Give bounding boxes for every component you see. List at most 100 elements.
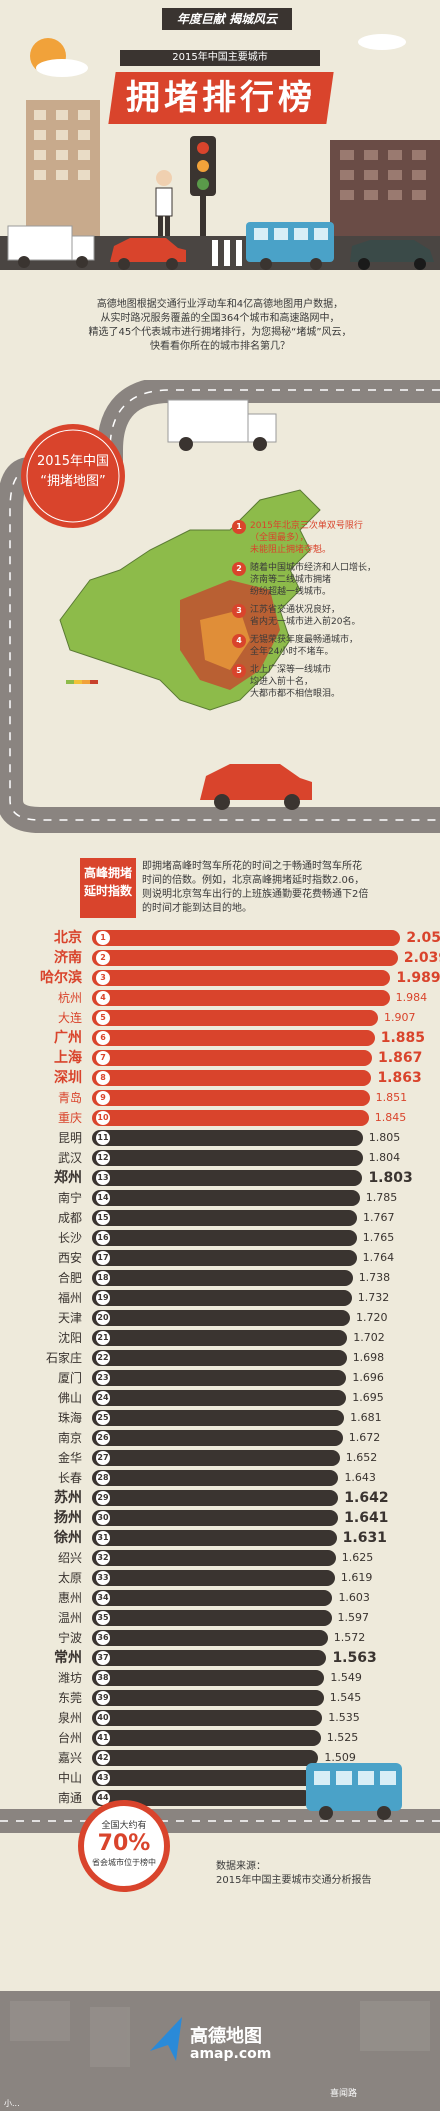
intro-line: 高德地图根据交通行业浮动车和4亿高德地图用户数据，: [96, 299, 344, 310]
car-icon: [200, 764, 312, 800]
amap-logo-icon: [150, 2017, 182, 2061]
category-label: 哈尔滨: [40, 970, 82, 986]
rank-badge: 31: [96, 1531, 110, 1545]
index-desc-line: 时间的倍数。例如，北京高峰拥堵延时指数2.06，: [142, 875, 365, 886]
chart-row: 绍兴 32 1.625: [0, 1548, 440, 1568]
bar: [92, 1530, 337, 1546]
category-label: 武汉: [57, 1151, 82, 1165]
value-label: 1.631: [342, 1530, 387, 1546]
bar: [92, 1210, 358, 1226]
finding-line: 纷纷超越一线城市。: [250, 587, 332, 597]
value-label: 1.681: [350, 1411, 382, 1424]
value-label: 1.885: [380, 1030, 426, 1046]
rank-badge: 35: [96, 1611, 110, 1625]
rank-badge: 7: [96, 1051, 110, 1065]
chart-row: 大连 5 1.907: [0, 1008, 440, 1028]
chart-row: 合肥 18 1.738: [0, 1268, 440, 1288]
category-label: 宁波: [57, 1631, 82, 1645]
index-desc-line: 的时间才能到达目的地。: [142, 903, 252, 914]
finding-item: 3 江苏省交通状况良好， 省内无一城市进入前20名。: [232, 604, 432, 628]
chart-row: 温州 35 1.597: [0, 1608, 440, 1628]
chart-row: 苏州 29 1.642: [0, 1488, 440, 1508]
chart-row: 宁波 36 1.572: [0, 1628, 440, 1648]
rank-badge: 40: [96, 1711, 110, 1725]
category-label: 长沙: [57, 1231, 82, 1245]
value-label: 1.989: [396, 970, 440, 986]
bar: [92, 1390, 347, 1406]
car-icon: [350, 240, 434, 262]
bar: [92, 970, 391, 986]
map-title-circle: [21, 424, 125, 528]
value-label: 1.907: [384, 1011, 416, 1024]
finding-number: 4: [232, 634, 246, 648]
chart-row: 南通441.467: [0, 1788, 440, 1808]
category-label: 青岛: [57, 1091, 82, 1105]
rank-badge: 2: [96, 951, 110, 965]
finding-line: 未能阻止拥堵夺魁。: [250, 545, 332, 555]
chart-row: 太原 33 1.619: [0, 1568, 440, 1588]
chart-row: 昆明 11 1.805: [0, 1128, 440, 1148]
finding-item: 5 北上广深等一线城市 均进入前十名， 大都市都不相信眼泪。: [232, 664, 432, 700]
chart-row: 台州 41 1.525: [0, 1728, 440, 1748]
rank-badge: 1: [96, 931, 110, 945]
bar: [92, 1010, 379, 1026]
truck-icon: [167, 399, 249, 443]
chart-row: 长春 28 1.643: [0, 1468, 440, 1488]
rank-badge: 11: [96, 1131, 110, 1145]
category-label: 杭州: [57, 991, 82, 1005]
chart-row: 重庆 10 1.845: [0, 1108, 440, 1128]
value-label: 1.984: [395, 991, 428, 1004]
category-label: 石家庄: [45, 1351, 82, 1365]
finding-item: 1 2015年北京三次单双号限行 （全国最多）， 未能阻止拥堵夺魁。: [232, 520, 432, 556]
finding-line: 均进入前十名，: [250, 677, 314, 687]
finding-line: 北上广深等一线城市: [250, 665, 332, 675]
finding-item: 2 随着中国城市经济和人口增长， 济南等二线城市拥堵 纷纷超越一线城市。: [232, 562, 432, 598]
value-label: 1.720: [356, 1311, 388, 1324]
bar: [92, 1570, 335, 1586]
bar: [92, 950, 398, 966]
category-label: 绍兴: [57, 1551, 82, 1565]
category-label: 南宁: [57, 1191, 82, 1205]
bar: [92, 1230, 357, 1246]
value-label: 1.545: [329, 1691, 362, 1704]
bar: [92, 1770, 319, 1786]
rank-badge: 42: [96, 1751, 110, 1765]
bar: [92, 1110, 369, 1126]
rank-badge: 29: [96, 1491, 110, 1505]
rank-badge: 16: [96, 1231, 110, 1245]
rank-badge: 8: [96, 1071, 110, 1085]
intro-line: 快看看你所在的城市排名第几？: [150, 341, 290, 352]
index-desc-line: 则说明北京驾车出行的上班族通勤要花费畅通下2倍: [142, 889, 369, 900]
chart-row: 徐州 31 1.631: [0, 1528, 440, 1548]
category-label: 北京: [54, 930, 82, 946]
bar: [92, 1290, 352, 1306]
rank-badge: 26: [96, 1431, 110, 1445]
chart-row: 嘉兴 42 1.509: [0, 1748, 440, 1768]
chart-row: 泉州 40 1.535: [0, 1708, 440, 1728]
map-title-line: 2015年中国: [36, 454, 110, 469]
category-label: 重庆: [57, 1111, 82, 1125]
rank-badge: 30: [96, 1511, 110, 1525]
intro-line: 精选了45个代表城市进行拥堵排行，为您揭秘“堵城”风云，: [88, 327, 352, 338]
bar: [92, 1310, 350, 1326]
finding-number: 3: [232, 604, 246, 618]
brand-url: amap.com: [190, 2046, 272, 2062]
value-label: 1.642: [344, 1490, 389, 1506]
cloud-icon: [358, 34, 406, 50]
rank-badge: 19: [96, 1291, 110, 1305]
traffic-light-pole: [200, 170, 206, 240]
value-label: 1.603: [338, 1591, 370, 1604]
finding-line: 济南等二线城市拥堵: [250, 575, 332, 585]
value-label: 1.535: [328, 1711, 360, 1724]
value-label: 1.549: [330, 1671, 362, 1684]
bar: [92, 1250, 357, 1266]
chart-row: 珠海 25 1.681: [0, 1408, 440, 1428]
source-label: 数据来源：: [216, 1861, 266, 1872]
category-label: 金华: [57, 1451, 82, 1465]
corner-mark: 小...: [4, 2099, 20, 2108]
rank-badge: 24: [96, 1391, 110, 1405]
value-label: 1.597: [337, 1611, 370, 1624]
value-label: 2.056: [406, 930, 440, 946]
bar: [92, 1590, 333, 1606]
